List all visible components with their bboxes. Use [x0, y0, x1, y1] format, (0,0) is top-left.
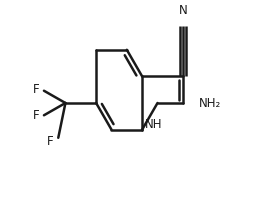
Text: F: F [46, 135, 53, 148]
Text: N: N [179, 4, 187, 18]
Text: NH₂: NH₂ [198, 96, 221, 110]
Text: NH: NH [145, 118, 162, 131]
Text: F: F [33, 83, 40, 96]
Text: F: F [33, 109, 40, 122]
